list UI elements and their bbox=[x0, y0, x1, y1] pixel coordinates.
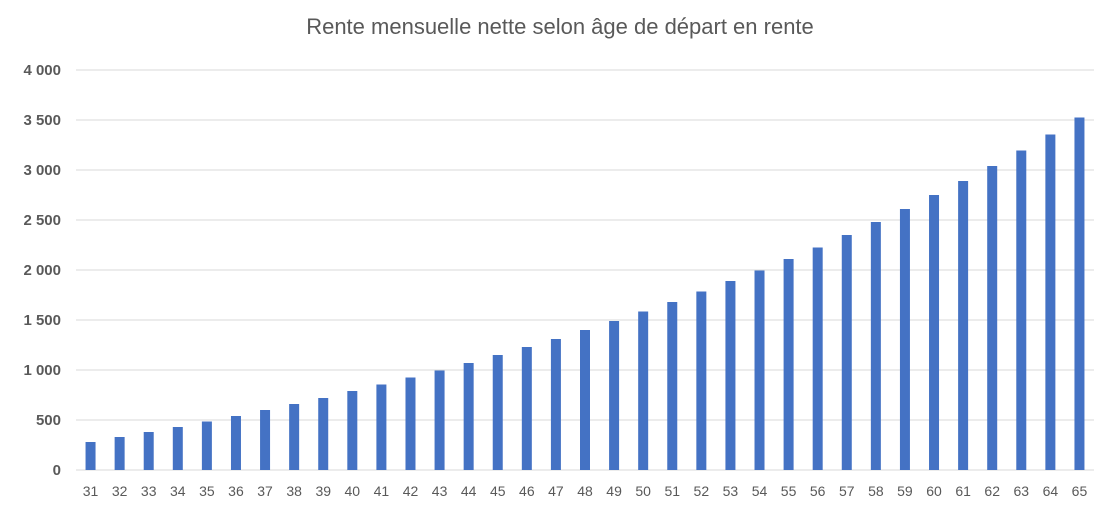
bar-54 bbox=[754, 270, 765, 470]
bar-65 bbox=[1074, 117, 1085, 470]
bar-58 bbox=[870, 222, 881, 470]
x-tick-label: 41 bbox=[374, 483, 390, 499]
bar-62 bbox=[987, 166, 998, 470]
bar-48 bbox=[580, 330, 590, 470]
chart-title: Rente mensuelle nette selon âge de dépar… bbox=[306, 14, 814, 39]
x-tick-label: 57 bbox=[839, 483, 855, 499]
y-tick-label: 4 000 bbox=[23, 62, 61, 79]
bar-64 bbox=[1045, 134, 1056, 470]
bar-59 bbox=[899, 209, 910, 470]
bar-32 bbox=[114, 437, 125, 470]
bar-46 bbox=[521, 347, 532, 470]
x-tick-label: 32 bbox=[112, 483, 128, 499]
x-tick-label: 51 bbox=[664, 483, 680, 499]
x-tick-label: 47 bbox=[548, 483, 564, 499]
bar-57 bbox=[841, 235, 852, 470]
y-tick-label: 2 000 bbox=[23, 262, 61, 279]
x-tick-label: 38 bbox=[286, 483, 302, 499]
bar-47 bbox=[550, 339, 561, 470]
bar-34 bbox=[172, 427, 183, 470]
bar-55 bbox=[783, 259, 794, 470]
x-tick-label: 53 bbox=[723, 483, 739, 499]
x-tick-label: 60 bbox=[926, 483, 942, 499]
bar-49 bbox=[609, 321, 620, 470]
x-tick-label: 45 bbox=[490, 483, 506, 499]
x-tick-label: 43 bbox=[432, 483, 448, 499]
x-tick-label: 42 bbox=[403, 483, 419, 499]
bar-56 bbox=[812, 247, 823, 470]
bar-31 bbox=[85, 442, 96, 470]
x-tick-label: 40 bbox=[345, 483, 361, 499]
x-tick-label: 58 bbox=[868, 483, 884, 499]
bar-39 bbox=[318, 398, 329, 470]
bar-40 bbox=[347, 391, 358, 470]
x-tick-label: 33 bbox=[141, 483, 157, 499]
x-tick-label: 54 bbox=[752, 483, 768, 499]
bar-53 bbox=[725, 281, 736, 470]
bar-60 bbox=[929, 195, 940, 470]
y-tick-label: 2 500 bbox=[23, 212, 61, 229]
x-tick-label: 46 bbox=[519, 483, 535, 499]
y-tick-label: 0 bbox=[53, 462, 61, 479]
bar-50 bbox=[638, 311, 649, 470]
x-tick-label: 50 bbox=[635, 483, 651, 499]
x-tick-label: 31 bbox=[83, 483, 99, 499]
x-tick-label: 62 bbox=[984, 483, 1000, 499]
x-tick-label: 48 bbox=[577, 483, 593, 499]
y-tick-label: 500 bbox=[36, 412, 61, 429]
y-tick-label: 3 000 bbox=[23, 162, 61, 179]
x-tick-label: 63 bbox=[1013, 483, 1029, 499]
x-tick-label: 52 bbox=[694, 483, 710, 499]
bars bbox=[85, 117, 1085, 470]
bar-63 bbox=[1016, 150, 1027, 470]
bar-37 bbox=[260, 410, 271, 470]
y-axis-ticks: 0 500 1 000 1 500 2 000 2 500 3 000 3 500 4 000 bbox=[23, 62, 61, 479]
x-tick-label: 34 bbox=[170, 483, 186, 499]
y-tick-label: 1 000 bbox=[23, 362, 61, 379]
bar-52 bbox=[696, 291, 707, 470]
x-tick-label: 56 bbox=[810, 483, 826, 499]
x-tick-label: 35 bbox=[199, 483, 215, 499]
y-tick-label: 3 500 bbox=[23, 112, 61, 129]
bar-36 bbox=[230, 416, 241, 470]
x-tick-label: 49 bbox=[606, 483, 622, 499]
x-tick-label: 64 bbox=[1043, 483, 1059, 499]
bar-51 bbox=[667, 302, 678, 470]
x-tick-label: 39 bbox=[315, 483, 331, 499]
x-tick-label: 65 bbox=[1072, 483, 1088, 499]
bar-43 bbox=[434, 370, 445, 470]
bar-61 bbox=[958, 181, 969, 470]
x-tick-label: 61 bbox=[955, 483, 971, 499]
bar-44 bbox=[463, 363, 474, 470]
x-axis-ticks: 31 32 33 34 35 36 37 38 39 40 41 42 43 44 45 46 47 48 49 50… bbox=[83, 483, 1088, 499]
bar-38 bbox=[289, 404, 300, 470]
x-tick-label: 44 bbox=[461, 483, 477, 499]
x-tick-label: 55 bbox=[781, 483, 797, 499]
x-tick-label: 37 bbox=[257, 483, 273, 499]
bar-33 bbox=[143, 432, 154, 470]
bar-45 bbox=[492, 355, 503, 470]
x-tick-label: 36 bbox=[228, 483, 244, 499]
bar-42 bbox=[405, 377, 416, 470]
bar-41 bbox=[376, 384, 387, 470]
y-tick-label: 1 500 bbox=[23, 312, 61, 329]
bar-35 bbox=[201, 421, 212, 470]
x-tick-label: 59 bbox=[897, 483, 913, 499]
